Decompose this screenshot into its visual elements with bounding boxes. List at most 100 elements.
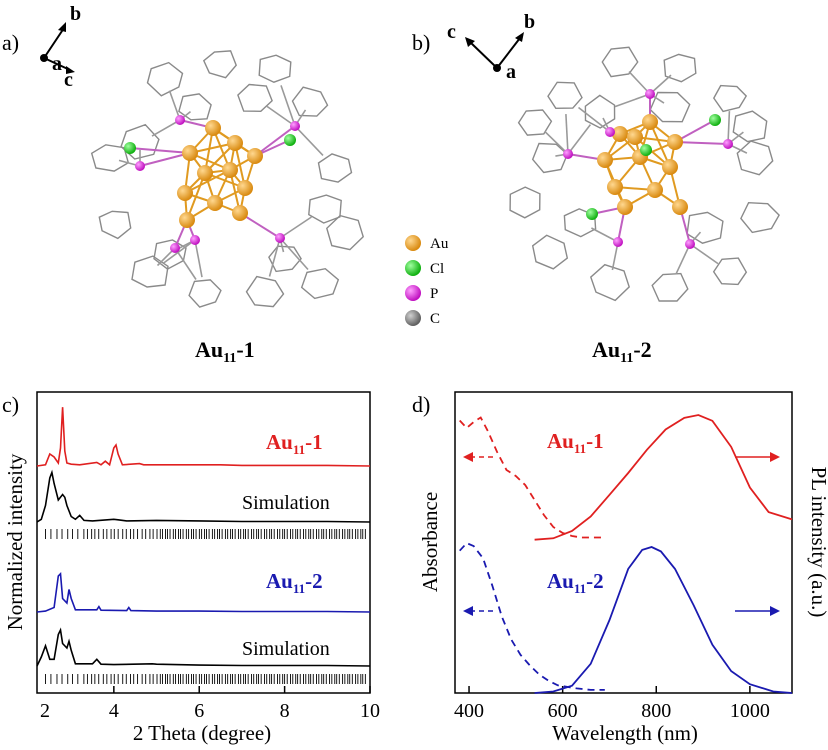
series-lines-c — [36, 407, 371, 667]
structure-caption-b: Au11-2 — [592, 337, 652, 366]
phenyl-ring — [509, 186, 541, 219]
au-atom — [612, 126, 628, 142]
structure-caption-a: Au11-1 — [195, 337, 255, 366]
panel-label-b: b) — [412, 30, 430, 55]
x-axis-label-d: Wavelength (nm) — [552, 721, 698, 745]
x-tick-label-d: 800 — [641, 700, 671, 722]
x-tick-label-c: 2 — [40, 700, 50, 722]
bond — [565, 114, 569, 155]
bond — [628, 71, 651, 95]
series-lines-d — [459, 414, 793, 694]
series-line-c-2 — [36, 572, 371, 613]
phenyl-ring — [258, 54, 292, 83]
y-axis-label-d: Absorbance — [418, 492, 442, 592]
x-tick-label-c: 10 — [360, 700, 380, 722]
bond — [129, 147, 191, 154]
au-atom — [179, 212, 195, 228]
p-atom — [563, 149, 573, 159]
p-atom — [613, 237, 623, 247]
bond — [194, 239, 203, 278]
series-line-c-3 — [36, 627, 371, 667]
series-label-simulation-2: Simulation — [242, 638, 330, 660]
phenyl-ring — [178, 93, 212, 121]
legend-item-cl: Cl — [405, 260, 444, 277]
bond — [544, 131, 569, 155]
molecule-structure-a — [90, 50, 364, 308]
p-atom — [645, 89, 655, 99]
au-atom — [222, 162, 238, 178]
axis-letter-b: b — [70, 3, 81, 25]
panel-c: c) 2 4 6 8 10 2 Theta (degree) Normalized in… — [2, 391, 380, 745]
phenyl-ring — [651, 272, 689, 302]
cl-atom — [284, 134, 296, 146]
bond — [689, 243, 719, 265]
au-atom — [672, 199, 688, 215]
bond — [674, 141, 729, 145]
p-atom — [170, 243, 180, 253]
bond — [268, 237, 281, 277]
legend-item-p: P — [405, 285, 438, 302]
phenyl-ring — [686, 211, 724, 244]
bond — [279, 216, 312, 239]
bond — [151, 119, 181, 137]
au-bond — [649, 121, 671, 168]
phenyl-ring — [649, 91, 691, 123]
au-atom — [205, 120, 221, 136]
x-tick-label-c: 8 — [280, 700, 290, 722]
reference-sticks-c — [45, 529, 366, 684]
phenyl-ring — [712, 84, 748, 113]
x-tick-label-c: 6 — [194, 700, 204, 722]
series-label-d-au11-2: Au11-2 — [547, 569, 604, 596]
axes-indicator-b: c b a — [447, 11, 535, 83]
bond — [614, 93, 651, 108]
bond — [174, 247, 197, 280]
x-tick-label-c: 4 — [109, 700, 119, 722]
panel-label-c: c) — [2, 392, 19, 417]
p-atom — [275, 233, 285, 243]
phenyl-ring — [268, 245, 302, 273]
svg-text:Au: Au — [430, 236, 449, 252]
series-label-d-au11-1: Au11-1 — [547, 429, 604, 456]
panel-label-a: a) — [2, 30, 19, 55]
axis-letter-b: b — [524, 11, 535, 33]
phenyl-ring — [740, 201, 780, 234]
phenyl-ring — [188, 279, 222, 308]
bond — [591, 227, 619, 243]
au-atom — [232, 205, 248, 221]
p-atom — [605, 127, 615, 137]
axis-letter-a: a — [52, 53, 62, 75]
plot-frame-d — [454, 391, 793, 694]
bond — [254, 125, 296, 157]
x-tick-label-d: 400 — [454, 700, 484, 722]
phenyl-ring — [547, 81, 583, 110]
phenyl-ring — [146, 61, 184, 97]
axis-letter-c: c — [64, 69, 73, 91]
phenyl-ring — [663, 53, 697, 83]
phenyl-ring — [531, 234, 569, 270]
bond — [727, 111, 731, 145]
arrow-right-blue-icon — [735, 606, 780, 616]
series-line-d-0 — [459, 416, 605, 539]
au-atom — [607, 179, 623, 195]
panel-d: d) 400 600 800 1000 Wavelength (nm) Absorba… — [412, 391, 828, 745]
p-atom — [723, 139, 733, 149]
phenyl-ring — [317, 153, 353, 183]
bond — [675, 243, 691, 275]
phenyl-ring — [245, 275, 285, 308]
phenyl-ring — [584, 94, 616, 129]
phenyl-ring — [517, 109, 553, 136]
p-atom — [290, 121, 300, 131]
au-atom — [597, 152, 613, 168]
arrow-right-red-icon — [735, 452, 780, 462]
au-atom — [667, 134, 683, 150]
au-atom — [247, 148, 263, 164]
au-atom — [197, 165, 213, 181]
svg-text:P: P — [430, 286, 438, 302]
panel-a: a) b a c Au11-1 — [2, 3, 364, 366]
bond — [578, 106, 611, 133]
phenyl-ring — [589, 263, 631, 302]
series-label-au11-1: Au11-1 — [266, 430, 323, 457]
au-atom — [227, 135, 243, 151]
phenyl-ring — [131, 255, 169, 288]
bond — [139, 152, 191, 167]
